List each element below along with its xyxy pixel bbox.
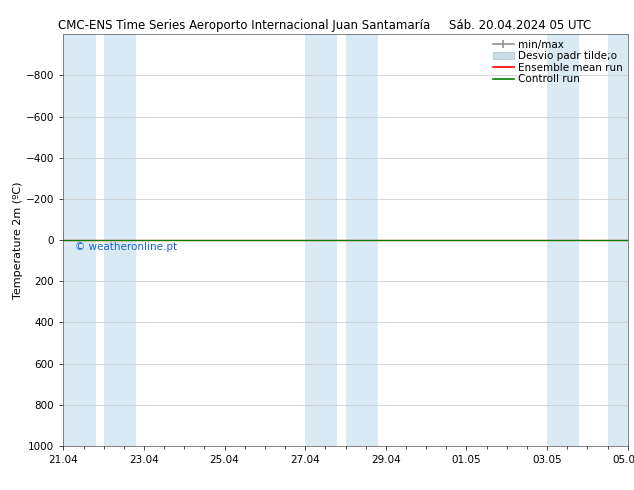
Text: © weatheronline.pt: © weatheronline.pt <box>75 242 177 252</box>
Text: CMC-ENS Time Series Aeroporto Internacional Juan Santamaría     Sáb. 20.04.2024 : CMC-ENS Time Series Aeroporto Internacio… <box>58 19 591 32</box>
Bar <box>346 34 378 446</box>
Bar <box>607 34 628 446</box>
Y-axis label: Temperature 2m (ºC): Temperature 2m (ºC) <box>13 181 23 299</box>
Bar <box>547 34 579 446</box>
Bar <box>104 34 136 446</box>
Bar <box>63 34 96 446</box>
Legend: min/max, Desvio padr tilde;o, Ensemble mean run, Controll run: min/max, Desvio padr tilde;o, Ensemble m… <box>493 40 623 84</box>
Bar <box>305 34 337 446</box>
